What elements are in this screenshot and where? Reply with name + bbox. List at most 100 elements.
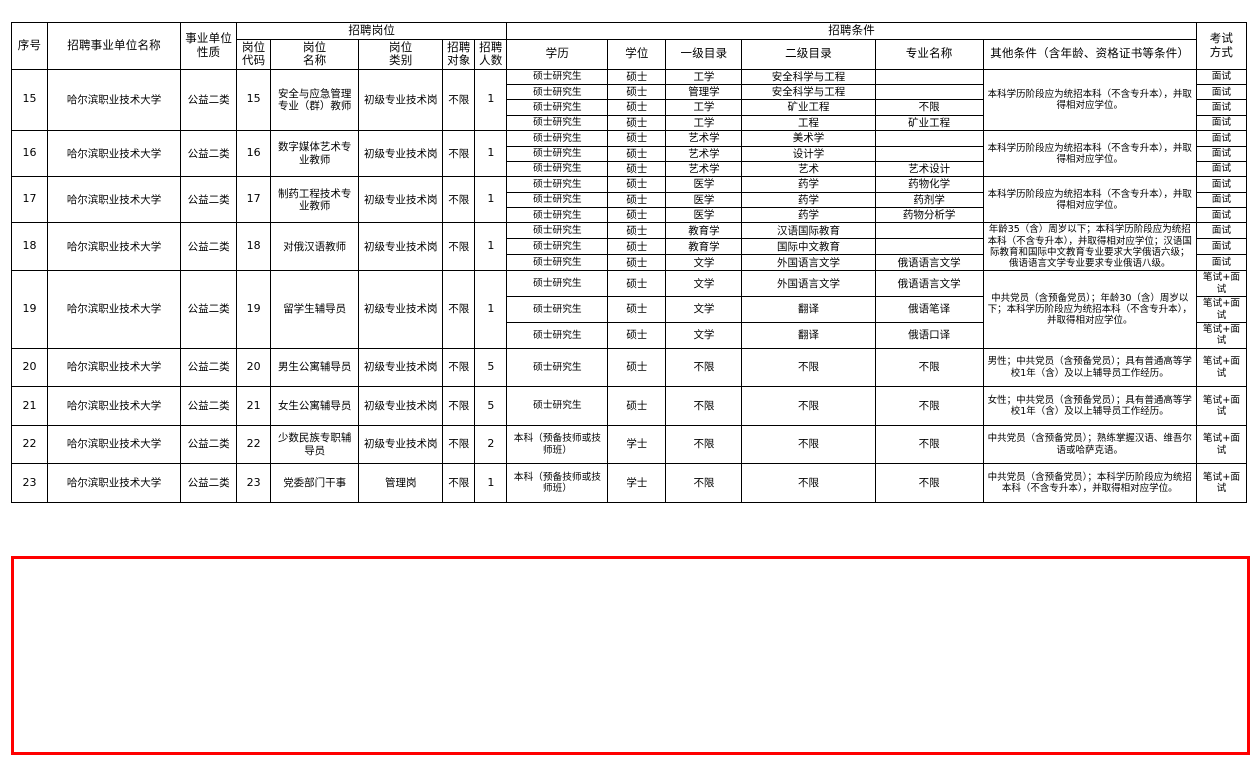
cell-degree: 硕士 (607, 191, 667, 209)
cell-education: 硕士研究生 (506, 145, 609, 162)
cell-major: 不限 (874, 424, 984, 465)
th-group-conditions: 招聘条件 (506, 22, 1197, 40)
cell-headcount: 1 (474, 270, 508, 349)
table-row: 21 哈尔滨职业技术大学 公益二类 21 女生公寓辅导员 初级专业技术岗 不限 5 硕士研究生硕… (10, 386, 1248, 426)
table-row: 16 哈尔滨职业技术大学 公益二类 16 数字媒体艺术专业教师 初级专业技术岗 不限 1 硕士研… (10, 130, 1248, 178)
table-row: 硕士研究生 硕士 工学 工程 矿业工程 面试 (12, 114, 1248, 132)
table-row: 17 哈尔滨职业技术大学 公益二类 17 制药工程技术专业教师 初级专业技术岗 不限 1 硕士研… (10, 176, 1248, 224)
cell-degree: 硕士 (607, 160, 667, 178)
table-row: 硕士研究生 硕士 艺术学 艺术 艺术设计 面试 (12, 160, 1248, 178)
cell-degree: 硕士 (607, 270, 667, 298)
cell-headcount: 1 (474, 130, 508, 178)
cell-unit-nature: 公益二类 (180, 222, 238, 272)
cell-headcount: 1 (474, 463, 508, 503)
cell-degree: 硕士 (607, 222, 667, 240)
cell-cat1: 文学 (665, 254, 743, 272)
cell-degree: 学士 (607, 424, 667, 465)
cell-other-conditions: 本科学历阶段应为统招本科（不含专升本），并取得相对应学位。 (982, 68, 1197, 132)
cell-other-conditions: 年龄35（含）周岁以下；本科学历阶段应为统招本科（不含专升本），并取得相对应学位… (982, 222, 1197, 272)
cell-cat1: 医学 (665, 176, 743, 193)
cell-target: 不限 (442, 222, 476, 272)
cell-target: 不限 (442, 176, 476, 224)
th-education: 学历 (506, 38, 609, 70)
cell-education: 硕士研究生 (506, 347, 609, 388)
cell-degree: 硕士 (607, 84, 667, 101)
cell-major (874, 238, 984, 256)
cell-cat1: 管理学 (665, 84, 743, 101)
th-post-name: 岗位 名称 (270, 38, 360, 70)
cell-unit-name: 哈尔滨职业技术大学 (47, 424, 182, 465)
cell-headcount: 1 (474, 222, 508, 272)
cell-major: 俄语笔译 (874, 296, 984, 323)
cell-cat2: 翻译 (741, 296, 876, 323)
cell-degree: 硕士 (607, 238, 667, 256)
cell-seq: 17 (10, 176, 49, 224)
th-unit-name: 招聘事业单位名称 (47, 22, 182, 70)
th-exam: 考试 方式 (1195, 22, 1248, 70)
cell-unit-name: 哈尔滨职业技术大学 (47, 68, 182, 132)
cell-cat1: 医学 (665, 207, 743, 224)
th-degree: 学位 (607, 38, 667, 70)
cell-education: 硕士研究生 (506, 254, 609, 272)
red-highlight-box (11, 556, 1250, 755)
cell-post-name: 男生公寓辅导员 (270, 347, 360, 388)
cell-exam: 笔试+面试 (1195, 296, 1248, 323)
cell-exam: 笔试+面试 (1195, 347, 1248, 388)
cell-education: 硕士研究生 (506, 160, 609, 178)
cell-education: 硕士研究生 (506, 322, 609, 349)
cell-cat1: 工学 (665, 99, 743, 116)
cell-post-name: 党委部门干事 (270, 463, 360, 503)
cell-unit-name: 哈尔滨职业技术大学 (47, 222, 182, 272)
cell-degree: 硕士 (607, 145, 667, 162)
cell-post-category: 初级专业技术岗 (358, 347, 444, 388)
cell-post-name: 安全与应急管理专业（群）教师 (270, 68, 360, 132)
cell-degree: 硕士 (607, 114, 667, 132)
cell-exam: 面试 (1195, 145, 1248, 162)
th-group-post: 招聘岗位 (236, 22, 508, 40)
cell-degree: 硕士 (607, 322, 667, 349)
cell-education: 硕士研究生 (506, 207, 609, 224)
cell-education: 硕士研究生 (506, 238, 609, 256)
th-seq: 序号 (10, 22, 49, 70)
cell-education: 硕士研究生 (506, 270, 609, 298)
cell-headcount: 5 (474, 386, 508, 426)
cell-post-code: 20 (236, 347, 272, 388)
cell-major: 矿业工程 (874, 114, 984, 132)
cell-major: 药物分析学 (874, 207, 984, 224)
cell-exam: 面试 (1195, 68, 1248, 86)
th-post-code: 岗位 代码 (236, 38, 272, 70)
cell-post-name: 制药工程技术专业教师 (270, 176, 360, 224)
cell-post-category: 初级专业技术岗 (358, 222, 444, 272)
cell-target: 不限 (442, 386, 476, 426)
cell-other-conditions: 男性；中共党员（含预备党员）；具有普通高等学校1年（含）及以上辅导员工作经历。 (982, 347, 1197, 388)
cell-seq: 15 (10, 68, 49, 132)
cell-cat1: 医学 (665, 191, 743, 209)
cell-degree: 硕士 (607, 254, 667, 272)
cell-education: 硕士研究生 (506, 176, 609, 193)
cell-cat2: 药学 (741, 207, 876, 224)
cell-post-name: 对俄汉语教师 (270, 222, 360, 272)
cell-cat2: 不限 (741, 424, 876, 465)
cell-post-category: 管理岗 (358, 463, 444, 503)
cell-post-code: 18 (236, 222, 272, 272)
cell-post-code: 15 (236, 68, 272, 132)
cell-unit-name: 哈尔滨职业技术大学 (47, 463, 182, 503)
table-row: 硕士研究生 硕士 艺术学 设计学 面试 (12, 145, 1248, 162)
cell-post-code: 16 (236, 130, 272, 178)
table-row: 硕士研究生 硕士 管理学 安全科学与工程 面试 (12, 84, 1248, 101)
th-headcount: 招聘 人数 (474, 38, 508, 70)
cell-major: 药剂学 (874, 191, 984, 209)
cell-unit-nature: 公益二类 (180, 386, 238, 426)
table-row: 19 哈尔滨职业技术大学 公益二类 19 留学生辅导员 初级专业技术岗 不限 1 硕士研究生 硕士… (10, 270, 1248, 349)
cell-exam: 面试 (1195, 207, 1248, 224)
cell-degree: 硕士 (607, 386, 667, 426)
cell-major: 俄语语言文学 (874, 270, 984, 298)
cell-cat1: 工学 (665, 68, 743, 86)
cell-cat2: 不限 (741, 463, 876, 503)
cell-cat2: 药学 (741, 176, 876, 193)
cell-cat2: 工程 (741, 114, 876, 132)
table-row: 22 哈尔滨职业技术大学 公益二类 22 少数民族专职辅导员 初级专业技术岗 不限 2 本科（预… (10, 424, 1248, 465)
cell-seq: 16 (10, 130, 49, 178)
cell-degree: 硕士 (607, 296, 667, 323)
cell-other-conditions: 中共党员（含预备党员）；年龄30（含）周岁以下；本科学历阶段应为统招本科（不含专… (982, 270, 1197, 349)
